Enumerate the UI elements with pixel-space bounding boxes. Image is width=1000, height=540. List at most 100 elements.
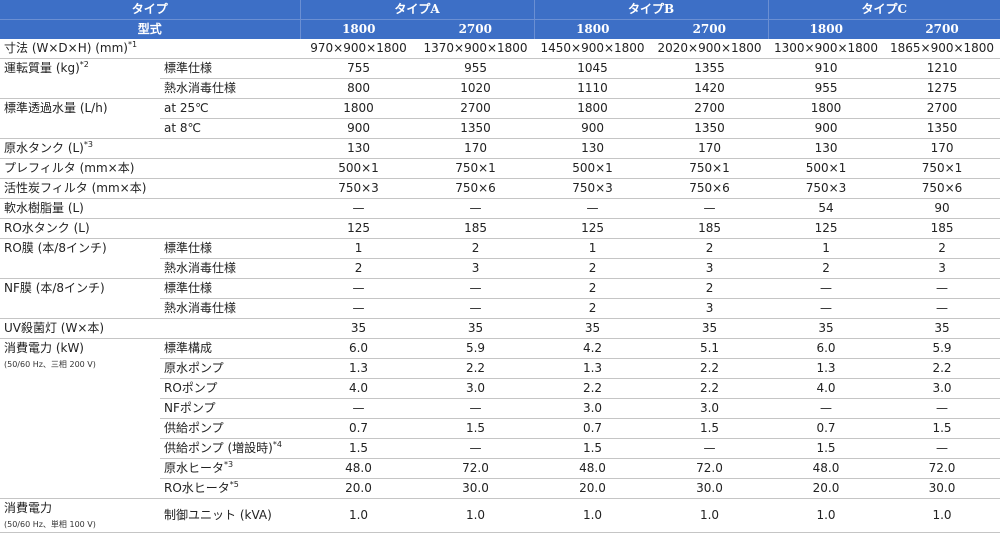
value-cell: 1.0 [768,498,885,533]
value-cell: 20.0 [300,478,418,499]
value-cell: 48.0 [300,458,418,479]
footnote-marker: *4 [272,440,282,449]
value-cell: 6.0 [768,338,885,359]
power-spec-note: (50/60 Hz、三相 200 V) [4,360,96,369]
value-cell: 3.0 [417,378,535,399]
value-cell: 1.5 [768,438,885,459]
table-row: 活性炭フィルタ (mm×本) 750×3 750×6 750×3 750×6 750×3 7… [0,178,1000,199]
value-cell: 35 [884,318,1000,339]
table-row: NF膜 (本/8インチ) 標準仕様 — —2 2— — [0,278,1000,319]
value-cell: — [300,198,418,219]
value-cell: 3 [884,258,1000,279]
value-cell: 500×1 [534,158,652,179]
row-group-text: NF膜 (本/8インチ) [4,281,105,295]
row-sub-label: 熱水消毒仕様 [160,78,301,99]
value-cell: 2700 [651,98,769,119]
value-cell: 900 [768,118,885,139]
value-cell: 6.0 [300,338,418,359]
row-group-label: 活性炭フィルタ (mm×本) [0,178,160,199]
row-sub-label: 標準仕様 [160,58,301,79]
value-cell: 185 [417,218,535,239]
value-cell: 2 [417,238,535,259]
model-header-label: 型式 [0,19,301,39]
value-cell: 1.0 [651,498,769,533]
row-group-label: 標準透過水量 (L/h) [0,98,160,139]
value-cell: 125 [768,218,885,239]
value-cell: 3 [651,298,769,319]
header-model-row: 型式 1800 2700 1800 2700 1800 2700 [0,19,1000,39]
value-cell: 1045 [534,58,652,79]
row-group-text: 原水タンク (L) [4,141,84,155]
value-cell: 54 [768,198,885,219]
value-cell: 1355 [651,58,769,79]
value-cell: 750×3 [300,178,418,199]
row-sub-text: 標準構成 [164,341,213,355]
footnote-marker: *2 [79,60,89,69]
value-cell: 2700 [884,98,1000,119]
value-cell: 1.3 [534,358,652,379]
value-cell: 2 [534,278,652,299]
value-cell: 185 [651,218,769,239]
value-cell: 970×900×1800 [300,39,418,59]
row-sub-label: NFポンプ [160,398,301,419]
row-sub-label: 標準仕様 [160,238,301,259]
value-cell: 1350 [417,118,535,139]
row-group-label: RO水タンク (L) [0,218,160,239]
value-cell: 1.5 [651,418,769,439]
row-sub-label: ROポンプ [160,378,301,399]
value-cell: — [884,278,1000,299]
value-cell: 2.2 [534,378,652,399]
value-cell: — [300,278,418,299]
row-group-label: 寸法 (W×D×H) (mm)*1 [0,39,160,59]
value-cell: 0.7 [768,418,885,439]
model-c-2700: 2700 [884,19,1000,39]
table-row: RO膜 (本/8インチ) 標準仕様 1 2 1 2 1 2 [0,238,1000,279]
value-cell: 955 [768,78,885,99]
value-cell: 35 [300,318,418,339]
value-cell: 1.0 [300,498,418,533]
value-cell: 500×1 [768,158,885,179]
value-cell: — [417,198,535,219]
value-cell: 20.0 [534,478,652,499]
row-sub-label [160,178,301,199]
value-cell: 3.0 [651,398,769,419]
row-sub-text: at 8℃ [164,121,201,135]
value-cell: 125 [300,218,418,239]
value-cell: 20.0 [768,478,885,499]
value-cell: 35 [417,318,535,339]
value-cell: 2.2 [651,378,769,399]
table-row: 熱水消毒仕様 800 1020 1110 1420 955 1275 [0,78,1000,99]
row-group-text: UV殺菌灯 (W×本) [4,321,105,335]
value-cell: — [300,398,418,419]
row-sub-text: 熱水消毒仕様 [164,81,237,95]
spec-table-body: 寸法 (W×D×H) (mm)*1 970×900×1800 1370×900×18… [0,39,1000,533]
model-b-2700: 2700 [651,19,769,39]
value-cell: 170 [651,138,769,159]
table-row: 熱水消毒仕様 2 3 2 3 2 3 [0,258,1000,279]
row-sub-label [160,39,301,59]
footnote-marker: *3 [224,460,234,469]
model-a-1800: 1800 [299,19,418,39]
table-row: 原水ヒータ*3 48.0 72.0 48.0 72.0 48.0 72.0 [0,458,1000,479]
group-header-c: タイプC [767,0,1000,20]
value-cell: 1300×900×1800 [768,39,885,59]
row-sub-label: 供給ポンプ (増設時)*4 [160,438,301,459]
value-cell: 750×3 [534,178,652,199]
value-cell: 72.0 [651,458,769,479]
row-sub-label: 標準構成 [160,338,301,359]
row-sub-label [160,158,301,179]
value-cell: 2 [300,258,418,279]
row-group-text: プレフィルタ (mm×本) [4,161,135,175]
table-row: 供給ポンプ 0.7 1.5 0.7 1.5 0.7 1.5 [0,418,1000,439]
value-cell: — [417,278,535,299]
value-cell: 500×1 [300,158,418,179]
model-b-1800: 1800 [533,19,652,39]
value-cell: 1370×900×1800 [417,39,535,59]
value-cell: — [300,298,418,319]
table-row: 運転質量 (kg)*2 標準仕様 755 955 1045 1355 910 1210 [0,58,1000,99]
value-cell: 750×6 [417,178,535,199]
value-cell: 1.5 [534,438,652,459]
table-row: 熱水消毒仕様 — —2 3— — [0,298,1000,319]
row-group-text: 標準透過水量 (L/h) [4,101,108,115]
row-group-label: RO膜 (本/8インチ) [0,238,160,279]
